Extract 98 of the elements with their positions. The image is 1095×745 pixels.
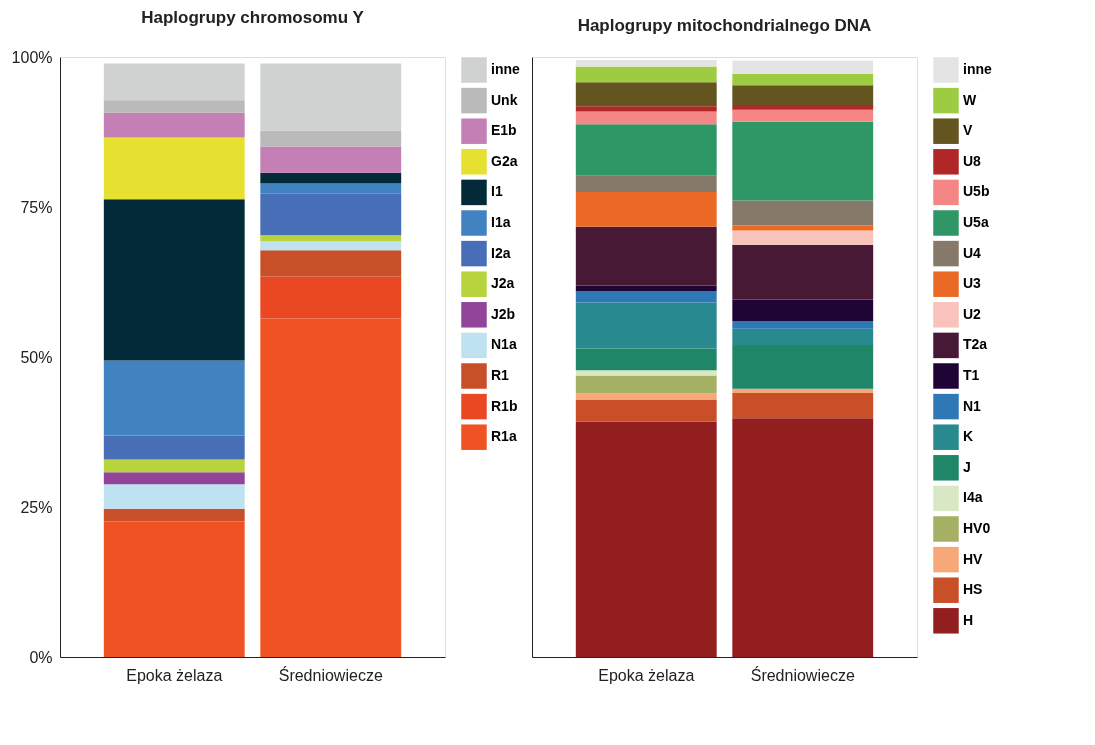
legend-label: HV0	[963, 520, 991, 536]
bar	[732, 105, 874, 110]
bar	[575, 421, 717, 657]
bar	[575, 82, 717, 107]
bar	[732, 388, 874, 393]
bar	[103, 199, 245, 361]
legend-label: HV	[963, 550, 984, 567]
y-tick-label: 100%	[11, 48, 53, 66]
legend-label: W	[963, 91, 977, 108]
bar	[732, 345, 874, 389]
bar	[103, 360, 245, 436]
y-tick-label: 75%	[20, 198, 53, 216]
legend-label: U4	[963, 244, 982, 261]
bar	[575, 124, 717, 176]
bar	[103, 521, 245, 657]
legend-label: T1	[963, 367, 980, 383]
bar	[103, 137, 245, 200]
legend-label: J2b	[491, 305, 516, 322]
bar	[260, 130, 402, 147]
bar	[260, 193, 402, 236]
chart-title: Haplogrupy chromosomu Y	[141, 8, 365, 27]
x-tick-label: Średniowiecze	[278, 665, 383, 684]
bar	[575, 192, 717, 227]
legend-label: J2a	[491, 275, 515, 292]
bar	[575, 106, 717, 112]
bar	[260, 241, 402, 251]
x-tick-label: Epoka żelaza	[126, 666, 223, 684]
bar	[575, 60, 717, 67]
bar	[575, 302, 717, 349]
legend-label: I1	[491, 183, 503, 200]
bar	[732, 200, 874, 226]
bar	[575, 393, 717, 400]
bar	[103, 63, 245, 101]
bar	[260, 172, 402, 184]
bar	[732, 121, 874, 201]
legend-label: R1a	[491, 428, 517, 445]
bar	[732, 230, 874, 245]
chart-title: Haplogrupy mitochondrialnego DNA	[577, 16, 872, 35]
legend-label: R1b	[491, 397, 518, 414]
bar	[732, 60, 874, 74]
bar	[260, 183, 402, 194]
legend-label: T2a	[963, 336, 988, 353]
bar	[575, 226, 717, 286]
legend-label: I2a	[491, 244, 511, 261]
bar	[575, 291, 717, 303]
bar	[103, 100, 245, 113]
legend-label: R1	[491, 367, 510, 383]
bar	[260, 235, 402, 242]
bar	[575, 399, 717, 422]
x-tick-label: Średniowiecze	[750, 665, 855, 684]
bar	[732, 418, 874, 657]
bar	[103, 472, 245, 485]
bar	[732, 244, 874, 300]
bar	[732, 299, 874, 321]
legend-label: Unk	[491, 91, 518, 108]
bar	[575, 111, 717, 125]
bar	[732, 85, 874, 105]
legend-label: inne	[491, 61, 520, 77]
bar	[260, 146, 402, 173]
legend-label: inne	[963, 61, 992, 77]
legend-label: V	[963, 122, 973, 139]
bar	[732, 109, 874, 122]
legend-label: U2	[963, 305, 982, 322]
bar	[260, 250, 402, 277]
bar	[575, 66, 717, 83]
legend-label: HS	[963, 581, 983, 598]
legend-label: H	[963, 611, 974, 628]
bar	[103, 459, 245, 473]
y-tick-label: 0%	[29, 648, 53, 666]
bar	[260, 63, 402, 131]
bar	[575, 375, 717, 394]
y-tick-label: 25%	[20, 498, 53, 516]
legend-label: N1a	[491, 336, 517, 353]
bar	[103, 484, 245, 509]
legend-label: U3	[963, 275, 982, 292]
y-tick-label: 50%	[20, 348, 53, 366]
legend-label: N1	[963, 397, 982, 414]
bar	[103, 508, 245, 522]
bar	[575, 175, 717, 192]
bar	[732, 73, 874, 86]
legend-label: G2a	[491, 152, 518, 169]
legend-label: J	[963, 458, 971, 475]
bar	[575, 285, 717, 291]
bar	[575, 370, 717, 376]
legend-label: E1b	[491, 122, 517, 139]
legend-label: U8	[963, 152, 982, 169]
legend-label: U5a	[963, 214, 989, 230]
legend-label: K	[963, 428, 974, 445]
bar	[732, 393, 874, 419]
legend-label: I1a	[491, 214, 511, 230]
legend-label: I4a	[963, 489, 983, 506]
bar	[575, 348, 717, 371]
bar	[732, 328, 874, 345]
legend-label: U5b	[963, 183, 990, 200]
bar	[103, 112, 245, 138]
bar	[103, 435, 245, 460]
x-tick-label: Epoka żelaza	[598, 666, 695, 684]
bar	[732, 321, 874, 329]
